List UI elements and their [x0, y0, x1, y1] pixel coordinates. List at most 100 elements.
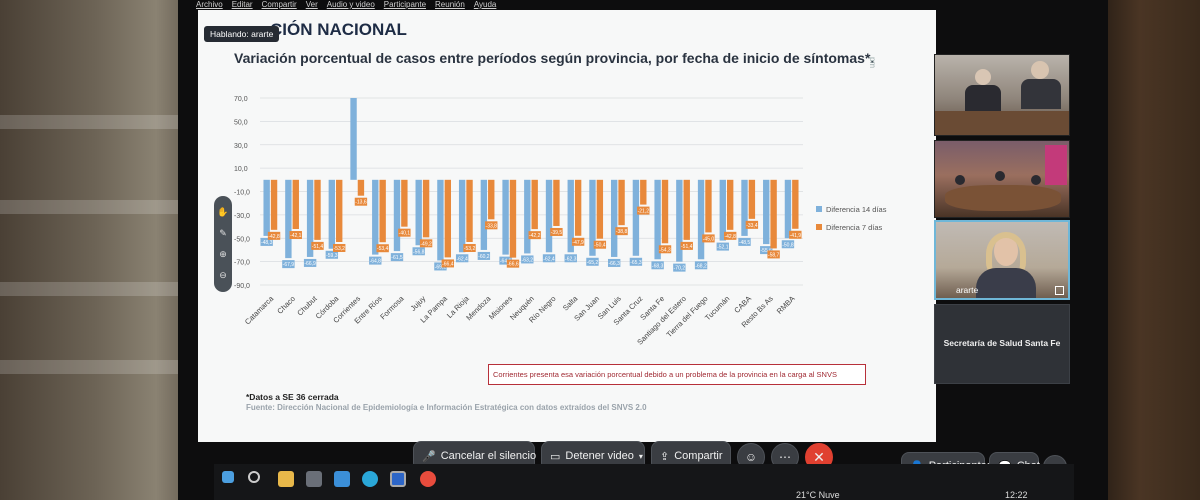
file-explorer-icon[interactable]: [278, 471, 294, 487]
menu-participante[interactable]: Participante: [383, 0, 427, 9]
bar-7d: [705, 179, 712, 233]
bar-7d: [661, 179, 669, 244]
bar-14d: [763, 179, 770, 245]
banner: [1045, 145, 1067, 185]
wall-stripe: [0, 360, 180, 374]
chrome-icon[interactable]: [420, 471, 436, 487]
bar-14d: [480, 179, 488, 250]
close-icon: ✕: [813, 448, 825, 465]
bar-14d: [567, 179, 574, 253]
zoom-in-icon[interactable]: ⊕: [219, 249, 227, 259]
menu-bar: Archivo Editar Compartir Ver Audio y vid…: [196, 0, 496, 12]
zoom-control[interactable]: ✋ ✎ ⊕ ⊖: [214, 196, 232, 292]
zoom-out-icon[interactable]: ⊖: [219, 270, 227, 280]
edge-icon[interactable]: [362, 471, 378, 487]
data-label: -70,2: [674, 266, 686, 272]
bar-7d: [444, 179, 452, 258]
data-label: -42,2: [529, 233, 541, 239]
side-mark: pm: [867, 56, 877, 69]
data-label-bg: [767, 250, 780, 259]
bar-7d: [488, 179, 495, 220]
data-label-bg: [673, 263, 686, 272]
menu-ayuda[interactable]: Ayuda: [473, 0, 497, 9]
participant-tile-2[interactable]: [934, 140, 1070, 218]
data-label-bg: [419, 239, 433, 248]
bar-14d: [285, 179, 292, 259]
data-label: -68,2: [695, 263, 707, 269]
data-label-bg: [564, 254, 577, 263]
data-label: -49,2: [420, 241, 432, 247]
data-label-bg: [528, 231, 541, 240]
bar-14d: [610, 179, 618, 257]
x-tick-label: Formosa: [378, 293, 406, 321]
menu-archivo[interactable]: Archivo: [196, 0, 223, 9]
y-tick-label: -50,0: [234, 236, 250, 243]
stop-video-label: Detener video: [565, 450, 634, 462]
unmute-label: Cancelar el silencio: [440, 450, 537, 462]
data-label: -53,2: [464, 246, 476, 252]
store-icon[interactable]: [306, 471, 322, 487]
data-label-bg: [441, 259, 455, 268]
meeting-table: [945, 185, 1061, 211]
windows-start-icon[interactable]: [222, 471, 234, 483]
zoom-app-icon[interactable]: [390, 471, 406, 487]
bar-7d: [314, 179, 321, 240]
bar-7d: [640, 179, 647, 205]
hand-icon[interactable]: ✋: [217, 207, 229, 217]
data-label: -13,6: [355, 200, 367, 206]
person-hair: [986, 232, 1026, 276]
search-icon[interactable]: [248, 471, 260, 483]
pen-icon[interactable]: ✎: [219, 228, 227, 238]
pin-icon[interactable]: [1055, 286, 1064, 295]
data-label: -69,2: [435, 264, 447, 270]
menu-compartir[interactable]: Compartir: [261, 0, 297, 9]
bar-7d: [683, 179, 690, 240]
data-label-bg: [723, 231, 737, 240]
data-label: -53,4: [377, 246, 389, 252]
data-label-bg: [311, 241, 324, 250]
menu-reunion[interactable]: Reunión: [435, 0, 465, 9]
data-label: -54,3: [659, 247, 671, 253]
data-label-bg: [499, 256, 512, 265]
wall-stripe: [0, 282, 180, 296]
mail-icon[interactable]: [334, 471, 350, 487]
participant-tile-active[interactable]: ararte: [934, 220, 1070, 300]
data-label: -39,5: [551, 230, 563, 236]
menu-ver[interactable]: Ver: [305, 0, 318, 9]
menu-editar[interactable]: Editar: [231, 0, 253, 9]
y-tick-label: -70,0: [234, 260, 250, 267]
mic-off-icon: 🎤: [422, 450, 436, 463]
participant-tile-4[interactable]: Secretaría de Salud Santa Fe: [934, 304, 1070, 384]
bar-7d: [553, 179, 560, 226]
data-label: -62,4: [456, 256, 468, 262]
participant-name: ararte: [956, 285, 979, 295]
data-label: -40,1: [399, 231, 411, 237]
data-label: -62,3: [565, 256, 577, 262]
data-label-bg: [571, 237, 585, 246]
data-label: -33,4: [746, 223, 758, 229]
participant-tile-1[interactable]: [934, 54, 1070, 136]
data-label: -63,2: [522, 257, 534, 263]
data-label: -66,6: [507, 262, 519, 268]
legend-label: Diferencia 7 días: [826, 223, 883, 232]
data-label: -60,2: [478, 254, 490, 260]
person-body: [976, 268, 1036, 298]
data-label-bg: [289, 231, 302, 240]
data-label-bg: [369, 256, 382, 265]
legend-swatch: [816, 206, 822, 212]
data-label-bg: [267, 231, 281, 240]
data-label-bg: [477, 251, 491, 260]
data-label-bg: [680, 241, 693, 250]
weather-widget[interactable]: 21°C Nuve: [796, 490, 840, 500]
menu-audio-video[interactable]: Audio y video: [326, 0, 375, 9]
data-label-bg: [651, 261, 664, 270]
data-label-bg: [463, 243, 476, 252]
data-label: -42,8: [724, 234, 736, 240]
wooden-frame: [1100, 0, 1200, 500]
data-label-bg: [789, 230, 802, 239]
bar-7d: [748, 179, 756, 219]
data-label: -61,5: [391, 255, 403, 261]
y-tick-label: -30,0: [234, 213, 250, 220]
y-tick-label: -90,0: [234, 283, 250, 290]
source-text: Fuente: Dirección Nacional de Epidemiolo…: [246, 403, 647, 412]
